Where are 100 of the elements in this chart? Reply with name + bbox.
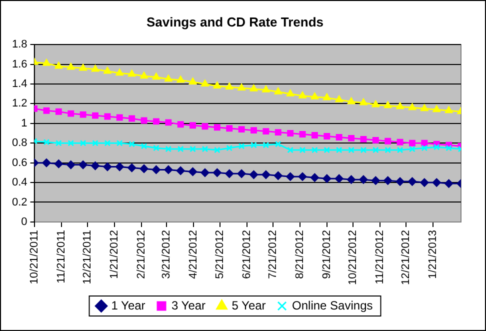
point bbox=[286, 90, 294, 96]
point bbox=[299, 131, 306, 138]
point bbox=[201, 80, 209, 87]
point bbox=[165, 119, 172, 126]
point bbox=[189, 78, 197, 85]
point bbox=[334, 174, 344, 183]
point bbox=[409, 140, 416, 146]
point bbox=[104, 140, 111, 146]
y-tick-label: 1.2 bbox=[12, 98, 28, 110]
x-tick-label: 6/21/2012 bbox=[240, 230, 253, 279]
point bbox=[68, 110, 74, 117]
x-tick-label: 1/21/2012 bbox=[108, 230, 120, 279]
legend-label: 3 Year bbox=[172, 298, 206, 312]
point bbox=[212, 168, 222, 177]
point bbox=[372, 146, 379, 154]
point bbox=[55, 140, 62, 146]
y-tick-label: 1.6 bbox=[12, 58, 28, 70]
point bbox=[323, 94, 331, 100]
point bbox=[116, 114, 123, 121]
point bbox=[372, 100, 380, 108]
point bbox=[43, 107, 50, 114]
y-tick-label: 0.6 bbox=[12, 156, 28, 169]
point bbox=[433, 144, 440, 150]
point bbox=[274, 140, 282, 148]
point bbox=[396, 177, 404, 186]
point bbox=[250, 127, 257, 134]
point bbox=[238, 126, 245, 133]
point bbox=[79, 64, 87, 71]
point bbox=[322, 174, 332, 183]
point bbox=[80, 111, 86, 118]
point bbox=[409, 146, 416, 152]
point bbox=[360, 98, 368, 106]
point bbox=[298, 92, 306, 98]
x-tick-label: 12/21/2011 bbox=[81, 230, 94, 284]
point bbox=[408, 177, 416, 186]
point bbox=[202, 123, 208, 130]
y-tick-label: 0.8 bbox=[12, 137, 28, 150]
point bbox=[408, 103, 416, 110]
point bbox=[238, 142, 245, 150]
point bbox=[128, 164, 136, 172]
point bbox=[274, 88, 282, 94]
point bbox=[262, 128, 270, 135]
point bbox=[348, 134, 354, 142]
point bbox=[66, 160, 76, 170]
point bbox=[311, 146, 318, 154]
point bbox=[371, 176, 380, 185]
point bbox=[432, 178, 441, 187]
x-tick-label: 10/21/2011 bbox=[28, 230, 40, 284]
point bbox=[336, 146, 342, 154]
point bbox=[177, 121, 184, 128]
x-tick-label: 3/21/2012 bbox=[160, 230, 173, 279]
point bbox=[396, 102, 404, 110]
point bbox=[420, 178, 429, 187]
point bbox=[445, 106, 453, 114]
point bbox=[140, 117, 148, 124]
point bbox=[262, 86, 270, 92]
point bbox=[164, 74, 172, 82]
point bbox=[310, 92, 318, 100]
point bbox=[200, 168, 210, 177]
point bbox=[43, 138, 50, 146]
point bbox=[164, 165, 173, 174]
x-tick-label: 11/21/2011 bbox=[55, 230, 68, 284]
point bbox=[92, 112, 98, 119]
point bbox=[104, 66, 112, 74]
point bbox=[250, 84, 258, 92]
point bbox=[140, 72, 148, 79]
point bbox=[432, 105, 440, 112]
point bbox=[92, 140, 98, 146]
point bbox=[274, 171, 282, 180]
point bbox=[324, 146, 330, 154]
point bbox=[91, 64, 100, 72]
point bbox=[67, 63, 75, 70]
point bbox=[225, 169, 234, 178]
point bbox=[396, 138, 404, 146]
point bbox=[152, 144, 160, 152]
x-tick-label: 8/21/2012 bbox=[294, 230, 306, 279]
point bbox=[128, 140, 136, 148]
y-tick-label: 1.8 bbox=[12, 38, 28, 51]
point bbox=[336, 134, 342, 140]
y-tick-label: 0.2 bbox=[12, 196, 28, 208]
y-tick-label: 1 bbox=[21, 117, 28, 130]
point bbox=[152, 72, 160, 80]
point bbox=[226, 144, 233, 152]
point bbox=[140, 142, 148, 150]
point bbox=[190, 122, 196, 129]
point bbox=[249, 170, 258, 179]
x-tick-label: 9/21/2012 bbox=[320, 230, 333, 279]
point bbox=[347, 175, 356, 184]
point bbox=[78, 160, 88, 170]
point bbox=[152, 118, 160, 125]
point bbox=[104, 113, 111, 120]
point bbox=[360, 146, 367, 154]
point bbox=[359, 175, 368, 184]
point bbox=[384, 146, 392, 154]
point bbox=[152, 165, 160, 174]
point bbox=[384, 176, 392, 185]
point bbox=[446, 144, 452, 152]
point bbox=[188, 167, 198, 176]
legend-label: 1 Year bbox=[111, 298, 146, 312]
x-tick-label: 4/21/2012 bbox=[188, 230, 200, 279]
